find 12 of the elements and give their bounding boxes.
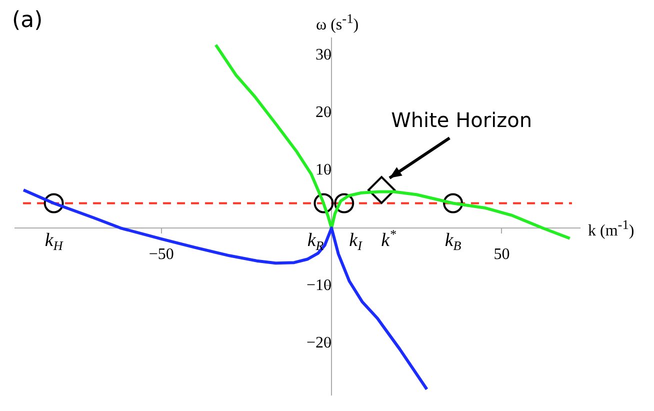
y-tick-label: −10 bbox=[306, 276, 332, 294]
annotation: k* bbox=[381, 226, 397, 252]
y-axis-title: ω (s$^{-1}$) bbox=[316, 11, 359, 34]
x-tick-label: 50 bbox=[494, 246, 510, 263]
y-tick-label: −20 bbox=[306, 334, 332, 352]
y-tick-label: 10 bbox=[316, 162, 332, 179]
x-tick-label: −50 bbox=[148, 246, 174, 263]
annotation: White Horizon bbox=[391, 108, 532, 132]
text: (a) bbox=[12, 8, 43, 33]
y-tick-label: 30 bbox=[316, 46, 332, 64]
x-axis-title: k (m$^{-1}$) bbox=[588, 216, 634, 240]
y-tick-label: 20 bbox=[316, 104, 332, 122]
